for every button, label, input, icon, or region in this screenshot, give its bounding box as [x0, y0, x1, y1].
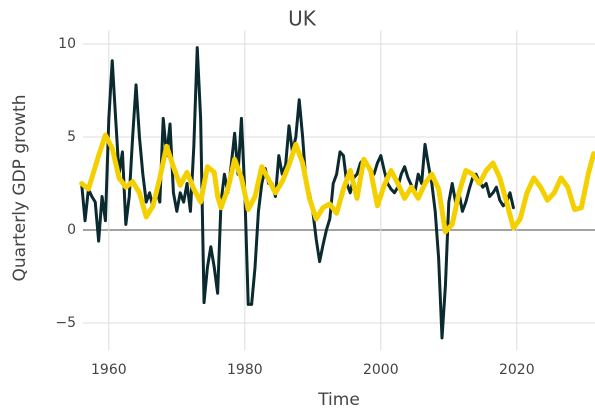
y-tick-label: −5 — [55, 315, 76, 331]
chart-title: UK — [288, 7, 317, 31]
x-tick-label: 2000 — [363, 362, 399, 378]
y-tick-label: 5 — [67, 129, 76, 145]
y-axis-title: Quarterly GDP growth — [10, 95, 30, 282]
y-tick-label: 0 — [67, 222, 76, 238]
x-tick-label: 1960 — [91, 362, 127, 378]
ticks: −5 0 5 10 1960 1980 2000 2020 — [55, 36, 534, 378]
x-tick-label: 2020 — [499, 362, 535, 378]
x-axis-title: Time — [317, 390, 360, 410]
y-tick-label: 10 — [58, 36, 76, 52]
marks — [79, 46, 595, 340]
series-line — [80, 46, 515, 340]
series-line — [79, 132, 595, 235]
x-tick-label: 1980 — [227, 362, 263, 378]
